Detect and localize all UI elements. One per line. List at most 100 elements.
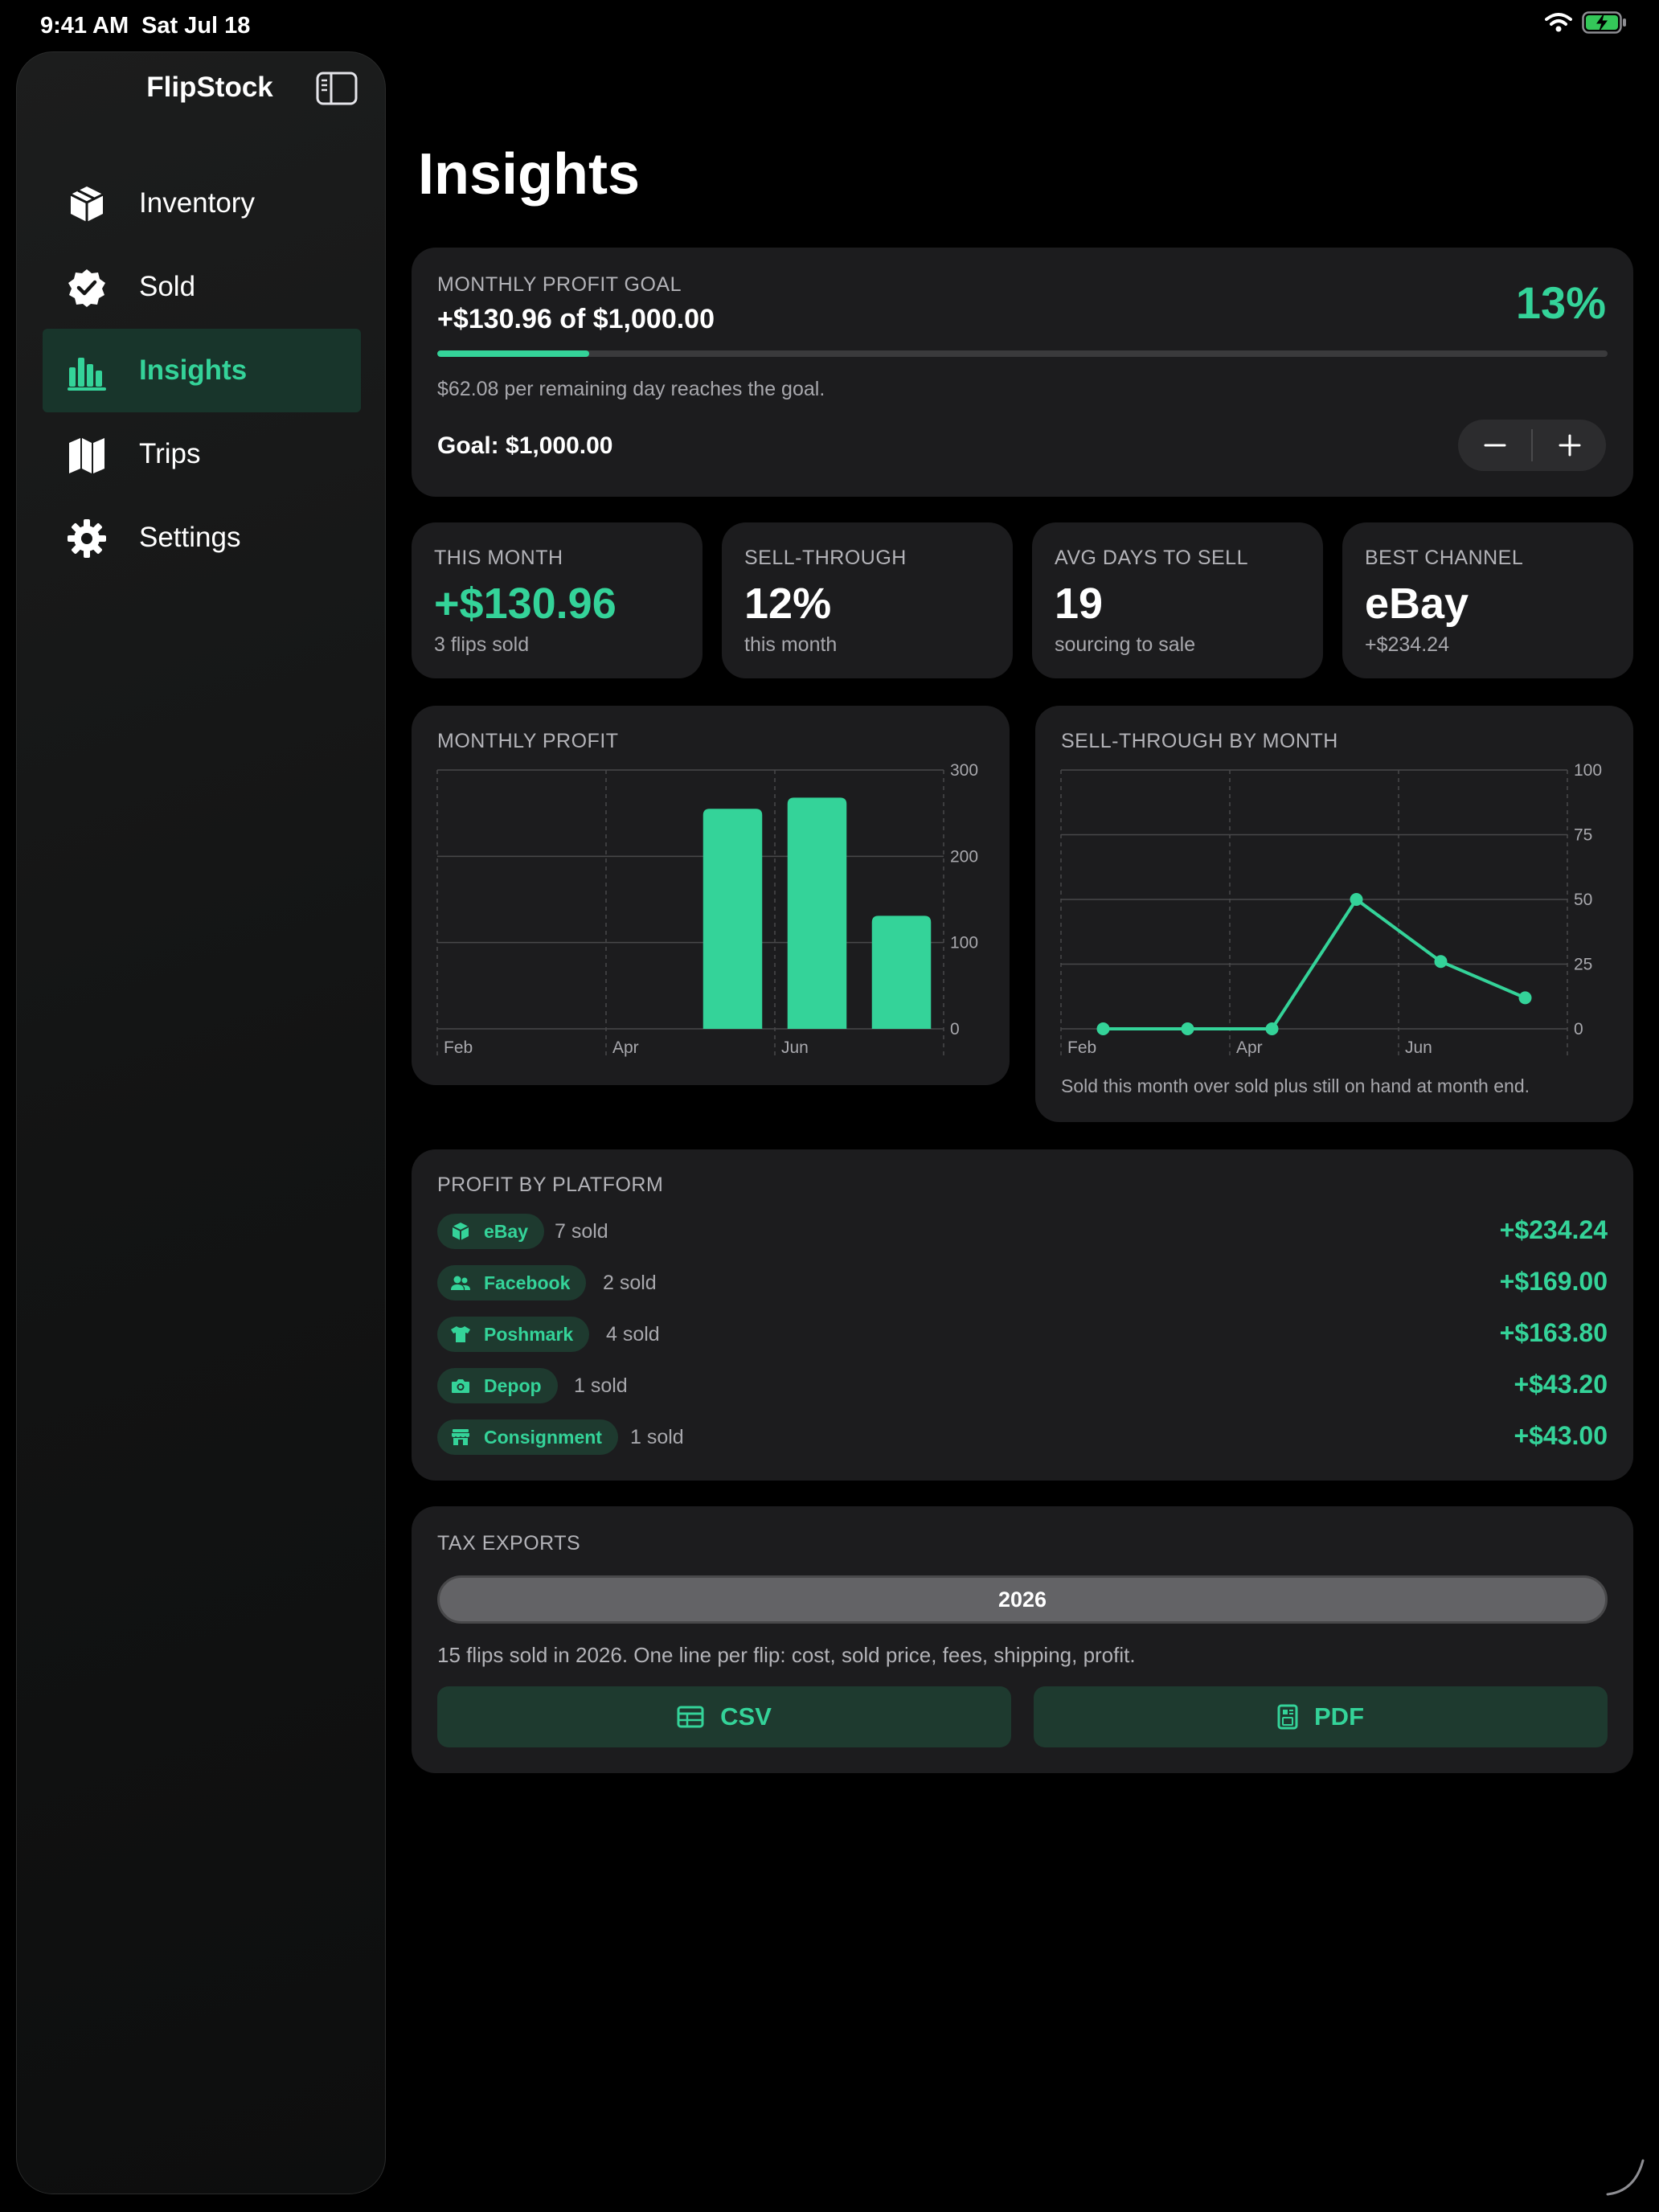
goal-stepper xyxy=(1458,420,1606,471)
stat-value: +$130.96 xyxy=(434,580,616,628)
status-bar: 9:41 AM Sat Jul 18 xyxy=(0,0,1659,51)
platform-row-consignment[interactable]: Consignment 1 sold +$43.00 xyxy=(437,1419,1608,1455)
export-pdf-button[interactable]: PDF xyxy=(1034,1686,1608,1747)
map-icon xyxy=(69,438,104,473)
battery-charging-icon xyxy=(1582,11,1626,34)
corner-handle-icon xyxy=(1606,2159,1645,2196)
sidebar-item-label: Sold xyxy=(139,271,196,302)
sidebar: FlipStock Inventory Sold xyxy=(16,51,386,2194)
y-tick-label: 100 xyxy=(950,934,978,952)
y-tick-label: 200 xyxy=(950,847,978,866)
chart-title: MONTHLY PROFIT xyxy=(437,730,619,752)
decrement-button[interactable] xyxy=(1458,420,1531,471)
platform-name: eBay xyxy=(484,1220,528,1242)
platform-pill: Consignment xyxy=(437,1419,618,1455)
stat-label: SELL-THROUGH xyxy=(744,547,907,569)
goal-amount: +$130.96 of $1,000.00 xyxy=(437,304,715,334)
y-tick-label: 25 xyxy=(1574,956,1592,974)
platform-count: 1 sold xyxy=(630,1426,684,1448)
y-tick-label: 0 xyxy=(950,1020,960,1038)
bar-may xyxy=(703,809,763,1029)
point-jun xyxy=(1434,955,1448,969)
stat-card-best-channel: BEST CHANNEL eBay +$234.24 xyxy=(1342,522,1633,678)
stat-subtext: this month xyxy=(744,633,838,656)
sidebar-item-insights[interactable]: Insights xyxy=(43,329,361,412)
tax-exports-card: TAX EXPORTS 2026 15 flips sold in 2026. … xyxy=(412,1506,1633,1773)
document-icon xyxy=(1277,1704,1298,1730)
platform-row-ebay[interactable]: eBay 7 sold +$234.24 xyxy=(437,1214,1608,1249)
box-icon xyxy=(452,1223,469,1240)
page-title: Insights xyxy=(418,142,641,207)
point-apr xyxy=(1265,1022,1279,1035)
camera-icon xyxy=(452,1379,469,1393)
platform-count: 7 sold xyxy=(555,1220,608,1243)
point-may xyxy=(1350,893,1363,906)
export-csv-button[interactable]: CSV xyxy=(437,1686,1011,1747)
storefront-icon xyxy=(452,1429,469,1445)
plus-icon xyxy=(1559,434,1580,457)
stat-subtext: +$234.24 xyxy=(1365,633,1449,656)
platform-row-depop[interactable]: Depop 1 sold +$43.20 xyxy=(437,1368,1608,1403)
platform-name: Poshmark xyxy=(484,1323,574,1345)
stat-label: THIS MONTH xyxy=(434,547,563,569)
sidebar-item-inventory[interactable]: Inventory xyxy=(43,162,361,245)
platform-pill: Poshmark xyxy=(437,1317,590,1352)
status-time: 9:41 AM xyxy=(40,13,129,39)
stat-value: 19 xyxy=(1055,580,1104,628)
sidebar-item-label: Settings xyxy=(139,522,241,553)
check-seal-icon xyxy=(68,269,105,307)
sidebar-toggle-icon xyxy=(316,72,358,105)
minus-icon xyxy=(1484,444,1505,447)
platform-pill: Depop xyxy=(437,1368,558,1403)
x-tick-label: Jun xyxy=(781,1038,809,1057)
x-tick-label: Apr xyxy=(1236,1038,1263,1057)
y-tick-label: 75 xyxy=(1574,826,1592,845)
bar-jun xyxy=(787,797,847,1029)
increment-button[interactable] xyxy=(1533,420,1606,471)
sell-through-card: SELL-THROUGH BY MONTH 0 25 50 75 100 Feb Apr Ju… xyxy=(1035,706,1633,1122)
monthly-profit-chart: 0 100 200 300 Feb Apr Jun xyxy=(436,761,978,1057)
goal-label: MONTHLY PROFIT GOAL xyxy=(437,273,682,296)
x-tick-label: Feb xyxy=(444,1038,473,1057)
sidebar-item-label: Insights xyxy=(139,354,248,386)
goal-percent: 13% xyxy=(1515,277,1606,328)
people-icon xyxy=(451,1276,470,1290)
platform-profit: +$43.00 xyxy=(1514,1421,1608,1450)
platform-count: 4 sold xyxy=(606,1323,660,1346)
sidebar-toggle-button[interactable] xyxy=(316,72,358,105)
goal-progress-fill xyxy=(437,350,590,357)
year-selector[interactable]: 2026 xyxy=(437,1575,1608,1624)
sidebar-item-sold[interactable]: Sold xyxy=(43,245,361,329)
platform-name: Consignment xyxy=(484,1426,602,1448)
y-tick-label: 300 xyxy=(950,761,978,780)
stat-label: AVG DAYS TO SELL xyxy=(1055,547,1248,569)
sidebar-item-settings[interactable]: Settings xyxy=(43,496,361,580)
x-tick-label: Apr xyxy=(612,1038,639,1057)
platform-profit: +$43.20 xyxy=(1514,1370,1608,1399)
platform-section-label: PROFIT BY PLATFORM xyxy=(437,1174,664,1196)
status-date: Sat Jul 18 xyxy=(141,13,251,39)
monthly-profit-card: MONTHLY PROFIT 0 100 200 300 Feb Apr Jun xyxy=(412,706,1010,1085)
point-jul xyxy=(1518,991,1532,1005)
y-tick-label: 100 xyxy=(1574,761,1602,780)
platform-profit: +$163.80 xyxy=(1499,1318,1608,1347)
platform-row-poshmark[interactable]: Poshmark 4 sold +$163.80 xyxy=(437,1317,1608,1352)
platform-profit: +$234.24 xyxy=(1499,1215,1608,1244)
pdf-label: PDF xyxy=(1314,1702,1364,1731)
platform-row-facebook[interactable]: Facebook 2 sold +$169.00 xyxy=(437,1265,1608,1301)
platform-profit: +$169.00 xyxy=(1499,1267,1608,1296)
platform-name: Depop xyxy=(484,1374,542,1396)
stat-subtext: sourcing to sale xyxy=(1055,633,1196,656)
monthly-goal-card: MONTHLY PROFIT GOAL +$130.96 of $1,000.0… xyxy=(412,248,1633,497)
tax-subtext: 15 flips sold in 2026. One line per flip… xyxy=(437,1643,1136,1667)
stepper-divider xyxy=(1531,429,1533,461)
platform-pill: eBay xyxy=(437,1214,544,1249)
stat-value: 12% xyxy=(744,580,832,628)
sidebar-item-trips[interactable]: Trips xyxy=(43,412,361,496)
stat-subtext: 3 flips sold xyxy=(434,633,530,656)
point-feb xyxy=(1096,1022,1110,1035)
sidebar-nav: Inventory Sold Insights xyxy=(43,162,361,580)
tax-section-label: TAX EXPORTS xyxy=(437,1532,581,1555)
sidebar-item-label: Inventory xyxy=(139,187,255,219)
tshirt-icon xyxy=(451,1326,470,1342)
